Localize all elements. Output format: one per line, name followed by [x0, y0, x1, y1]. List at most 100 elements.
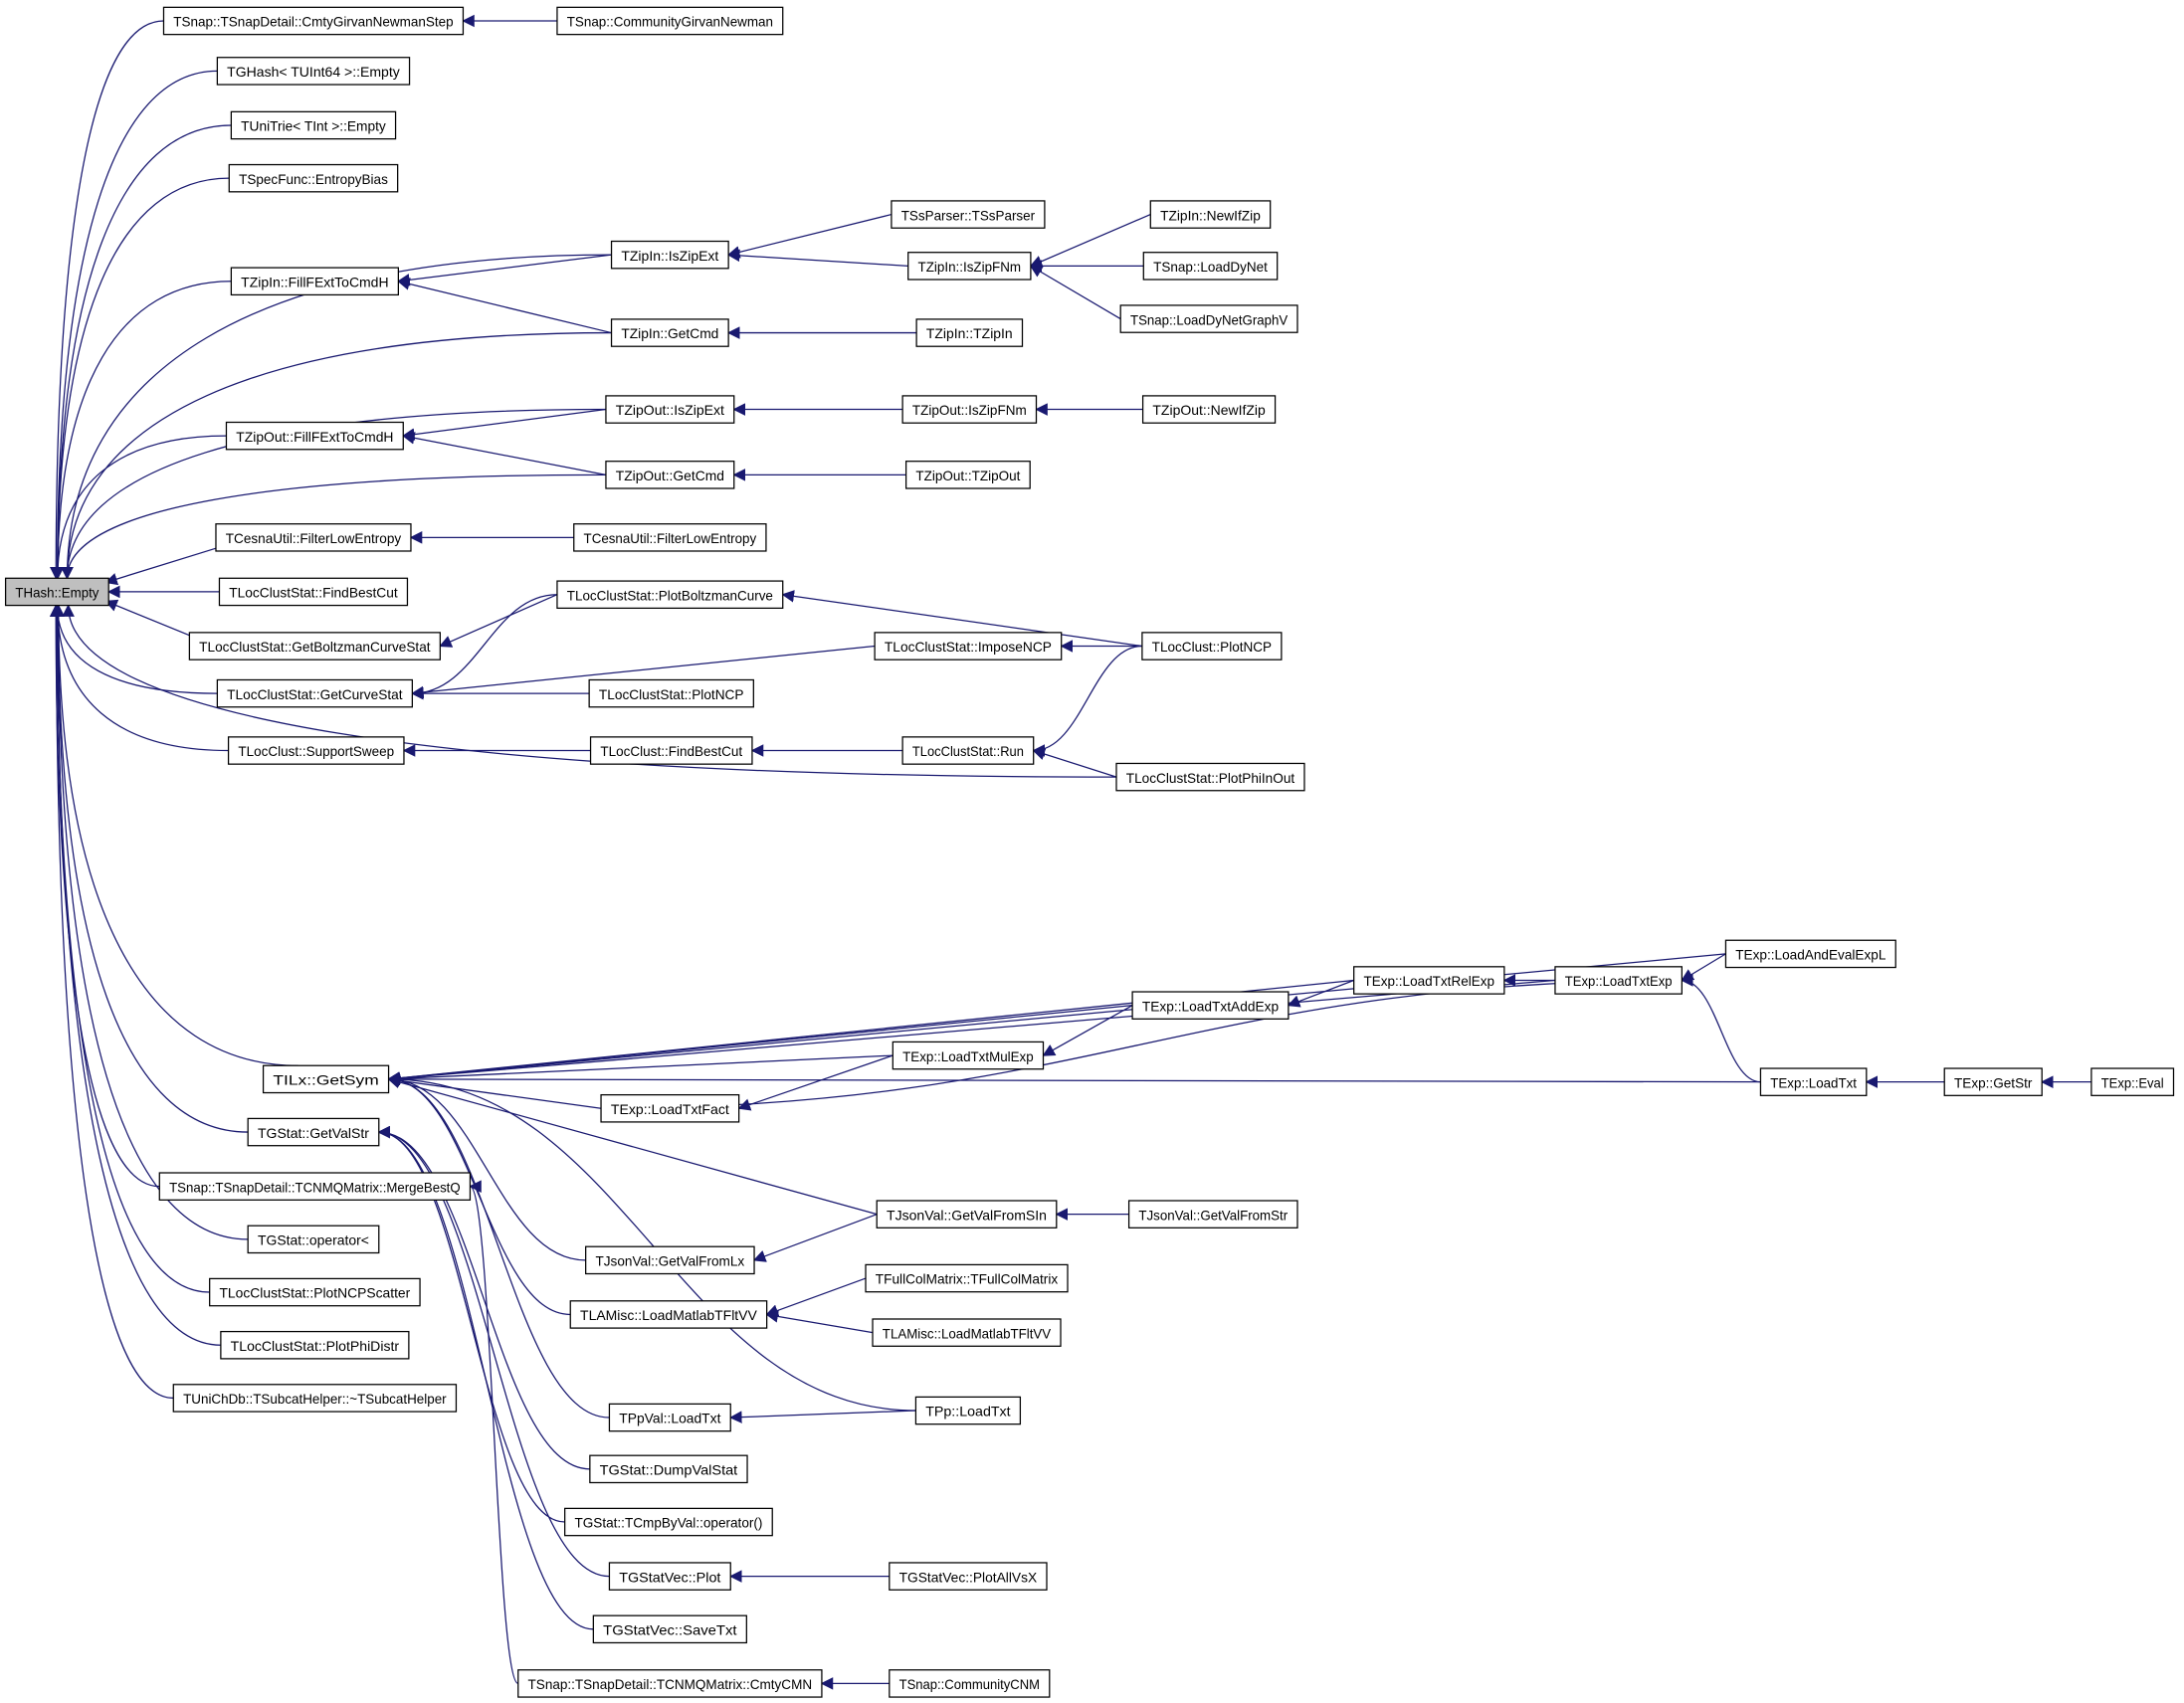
node-cesna-fle2[interactable]: TCesnaUtil::FilterLowEntropy [573, 523, 767, 552]
node-exp-get-str[interactable]: TExp::GetStr [1943, 1067, 2043, 1096]
node-json-get-val-from-lx[interactable]: TJsonVal::GetValFromLx [585, 1245, 755, 1275]
node-zip-out-ctor[interactable]: TZipOut::TZipOut [904, 461, 1031, 489]
node-community-cnm[interactable]: TSnap::CommunityCNM [889, 1669, 1051, 1698]
node-gstat-cmp-op[interactable]: TGStat::TCmpByVal::operator() [564, 1507, 773, 1537]
node-zip-in-new-if-zip[interactable]: TZipIn::NewIfZip [1149, 200, 1272, 229]
node-lc-plot-ncp[interactable]: TLocClust::PlotNCP [1141, 632, 1283, 661]
node-zip-out-get-cmd[interactable]: TZipOut::GetCmd [605, 461, 735, 489]
node-box [227, 736, 405, 765]
node-label: TSpecFunc::EntropyBias [239, 171, 388, 187]
node-pp-load-txt[interactable]: TPp::LoadTxt [914, 1396, 1022, 1425]
node-json-get-val-from-str[interactable]: TJsonVal::GetValFromStr [1127, 1200, 1298, 1229]
node-ghash-empty[interactable]: TGHash< TUInt64 >::Empty [216, 57, 411, 86]
edge-lc-support-sweep-to-hash-empty [51, 604, 229, 752]
edge-zip-out-fill-to-hash-empty [51, 435, 227, 580]
node-zip-in-is-zip-ext[interactable]: TZipIn::IsZipExt [610, 240, 729, 270]
edge-lcs-curve-stat-to-hash-empty [51, 604, 218, 694]
node-ppval-load-txt[interactable]: TPpVal::LoadTxt [608, 1403, 731, 1432]
node-exp-load-txt[interactable]: TExp::LoadTxt [1759, 1067, 1868, 1096]
node-label: TLocClust::FindBestCut [600, 743, 742, 759]
edge-exp-load-txt-fact-to-lx-get-sym [387, 1074, 602, 1109]
node-cesna-fle1[interactable]: TCesnaUtil::FilterLowEntropy [215, 523, 412, 552]
node-lx-get-sym[interactable]: TILx::GetSym [262, 1064, 390, 1094]
node-zip-in-is-zip-fnm[interactable]: TZipIn::IsZipFNm [907, 252, 1032, 281]
node-gstatvec-plot[interactable]: TGStatVec::Plot [608, 1562, 731, 1591]
node-zip-out-new-if-zip[interactable]: TZipOut::NewIfZip [1141, 395, 1277, 424]
node-load-dy-net[interactable]: TSnap::LoadDyNet [1142, 252, 1279, 281]
node-cmty-cmn[interactable]: TSnap::TSnapDetail::TCNMQMatrix::CmtyCMN [517, 1669, 823, 1698]
node-box [1141, 395, 1277, 424]
node-label: TZipIn::NewIfZip [1160, 207, 1261, 223]
node-label: TSnap::LoadDyNet [1153, 259, 1268, 275]
node-gstatvec-plot-all[interactable]: TGStatVec::PlotAllVsX [889, 1562, 1048, 1591]
node-lcs-ncpscatter[interactable]: TLocClustStat::PlotNCPScatter [209, 1277, 421, 1307]
node-community-gn[interactable]: TSnap::CommunityGirvanNewman [556, 6, 784, 36]
node-lamisc-load1[interactable]: TLAMisc::LoadMatlabTFltVV [569, 1300, 768, 1329]
node-box [1353, 966, 1505, 995]
node-zip-in-get-cmd[interactable]: TZipIn::GetCmd [610, 318, 729, 347]
node-unitrie-empty[interactable]: TUniTrie< TInt >::Empty [230, 110, 397, 140]
edge-gstat-dump-to-gstat-get-val-str [377, 1125, 590, 1470]
node-label: TGStat::DumpValStat [600, 1462, 738, 1478]
edge-pp-load-txt-to-lx-get-sym [387, 1072, 916, 1412]
node-gstat-get-val-str[interactable]: TGStat::GetValStr [247, 1117, 380, 1147]
node-exp-load-and-eval[interactable]: TExp::LoadAndEvalExpL [1724, 939, 1896, 969]
node-zip-out-is-zip-fnm[interactable]: TZipOut::IsZipFNm [901, 395, 1038, 424]
node-zip-in-ctor[interactable]: TZipIn::TZipIn [915, 318, 1024, 347]
edge-subcat-helper-to-hash-empty [50, 604, 174, 1400]
node-gstatvec-save[interactable]: TGStatVec::SaveTxt [592, 1614, 747, 1644]
node-box [605, 461, 735, 489]
node-label: TZipIn::IsZipExt [621, 248, 718, 264]
node-box [4, 577, 109, 607]
node-exp-load-txt-add-exp[interactable]: TExp::LoadTxtAddExp [1131, 991, 1290, 1020]
edge-cesna-fle1-to-hash-empty [104, 547, 217, 586]
edge-exp-load-txt-add-exp-to-exp-load-txt-mul-exp [1042, 1005, 1133, 1056]
node-lcs-curve-stat[interactable]: TLocClustStat::GetCurveStat [216, 678, 413, 708]
node-exp-load-txt-fact[interactable]: TExp::LoadTxtFact [600, 1093, 740, 1123]
node-label: TExp::LoadTxt [1770, 1074, 1857, 1090]
node-gstat-dump[interactable]: TGStat::DumpValStat [589, 1454, 748, 1484]
node-box [901, 395, 1038, 424]
node-box [1131, 991, 1290, 1020]
node-box [573, 523, 767, 552]
node-lcs-find-best-cut[interactable]: TLocClustStat::FindBestCut [218, 577, 409, 607]
node-lcs-run[interactable]: TLocClustStat::Run [901, 736, 1035, 765]
node-lcs-phi-distr[interactable]: TLocClustStat::PlotPhiDistr [220, 1330, 410, 1360]
node-lcs-impose-ncp[interactable]: TLocClustStat::ImposeNCP [874, 632, 1063, 661]
node-subcat-helper[interactable]: TUniChDb::TSubcatHelper::~TSubcatHelper [172, 1384, 458, 1413]
node-cgn-step[interactable]: TSnap::TSnapDetail::CmtyGirvanNewmanStep [162, 6, 465, 36]
node-zip-out-is-zip-ext[interactable]: TZipOut::IsZipExt [605, 395, 735, 424]
node-box [914, 1396, 1022, 1425]
node-gstat-op-less[interactable]: TGStat::operator< [247, 1225, 380, 1254]
node-zip-out-fill[interactable]: TZipOut::FillFExtToCmdH [225, 421, 404, 451]
node-lamisc-load2[interactable]: TLAMisc::LoadMatlabTFltVV [872, 1318, 1062, 1347]
node-label: TGStat::GetValStr [258, 1125, 369, 1141]
edge-json-get-val-from-sin-to-lx-get-sym [387, 1075, 878, 1216]
node-lcs-plot-ncp[interactable]: TLocClustStat::PlotNCP [588, 678, 754, 708]
edge-zip-in-get-cmd-to-hash-empty [61, 331, 612, 580]
node-exp-load-txt-mul-exp[interactable]: TExp::LoadTxtMulExp [892, 1041, 1045, 1070]
node-full-col-matrix[interactable]: TFullColMatrix::TFullColMatrix [865, 1263, 1069, 1293]
node-lcs-plot-phi-in-out[interactable]: TLocClustStat::PlotPhiInOut [1115, 762, 1305, 792]
node-box [569, 1300, 768, 1329]
edge-ghash-empty-to-hash-empty [51, 70, 218, 580]
node-box [162, 6, 465, 36]
node-box [1149, 200, 1272, 229]
node-exp-eval[interactable]: TExp::Eval [2090, 1067, 2175, 1096]
node-exp-load-txt-rel-exp[interactable]: TExp::LoadTxtRelExp [1353, 966, 1505, 995]
node-zip-in-fill[interactable]: TZipIn::FillFExtToCmdH [230, 267, 399, 296]
node-lc-find-best-cut[interactable]: TLocClust::FindBestCut [589, 736, 753, 765]
node-label: TSnap::TSnapDetail::TCNMQMatrix::MergeBe… [169, 1179, 461, 1195]
node-box [892, 1041, 1045, 1070]
node-exp-load-txt-exp[interactable]: TExp::LoadTxtExp [1554, 966, 1683, 995]
node-merge-best-q[interactable]: TSnap::TSnapDetail::TCNMQMatrix::MergeBe… [158, 1172, 472, 1201]
node-ss-parser[interactable]: TSsParser::TSsParser [891, 200, 1046, 229]
node-entropy-bias[interactable]: TSpecFunc::EntropyBias [228, 163, 399, 193]
node-lc-support-sweep[interactable]: TLocClust::SupportSweep [227, 736, 405, 765]
node-load-dy-net-graph-v[interactable]: TSnap::LoadDyNetGraphV [1119, 304, 1298, 333]
node-hash-empty[interactable]: THash::Empty [4, 577, 109, 607]
node-lcs-plot-boltz[interactable]: TLocClustStat::PlotBoltzmanCurve [556, 580, 784, 610]
node-json-get-val-from-sin[interactable]: TJsonVal::GetValFromSIn [876, 1200, 1058, 1229]
node-lcs-boltz-stat[interactable]: TLocClustStat::GetBoltzmanCurveStat [188, 632, 441, 661]
